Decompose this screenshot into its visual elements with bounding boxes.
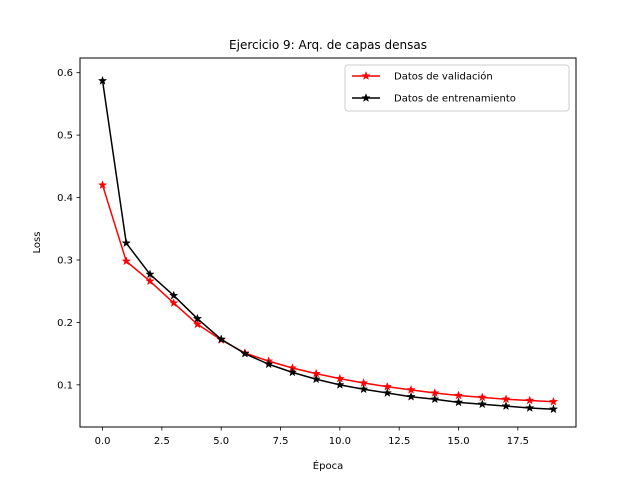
series-2-point <box>382 388 393 397</box>
series-1-point <box>453 390 464 400</box>
y-tick-label: 0.6 <box>57 68 73 79</box>
legend-label-2: Datos de entrenamiento <box>394 94 516 105</box>
x-tick-label: 5.0 <box>213 436 229 447</box>
series-line-2 <box>101 80 554 410</box>
series-1-point <box>121 256 131 266</box>
series-1-point <box>192 319 203 329</box>
series-2-point <box>311 374 321 384</box>
series-2-point <box>453 397 464 407</box>
series-1-point <box>145 276 155 286</box>
series-2-point <box>263 359 274 369</box>
series-1-point <box>97 180 108 190</box>
series-1-point <box>525 395 535 405</box>
series-2-point <box>548 404 559 414</box>
x-axis-ticks: 0.0 2.5 5.0 7.5 10.0 12.5 15.0 17.5 <box>95 427 529 447</box>
series-2-point <box>169 290 179 300</box>
series-2-point <box>335 379 345 389</box>
x-tick-label: 7.5 <box>273 436 289 447</box>
series-2-point <box>216 334 226 344</box>
series-2-point <box>525 402 535 412</box>
y-tick-label: 0.4 <box>57 193 73 204</box>
plot-frame <box>79 57 577 428</box>
x-tick-label: 0.0 <box>95 436 111 447</box>
legend-marker-2 <box>361 93 371 103</box>
series-2-point <box>430 394 440 404</box>
legend: Datos de validación Datos de entrenamient… <box>344 64 570 112</box>
series-2-point <box>97 75 108 85</box>
x-tick-label: 15.0 <box>447 436 469 447</box>
series-1-point <box>501 394 511 404</box>
series-2-point <box>240 348 250 358</box>
series-2-point <box>406 391 416 401</box>
series-1-point <box>406 384 416 394</box>
y-axis-ticks: 0.1 0.2 0.3 0.4 0.5 0.6 <box>57 68 80 391</box>
y-tick-label: 0.1 <box>57 380 73 391</box>
x-tick-label: 10.0 <box>329 436 351 447</box>
series-1-point <box>169 298 179 308</box>
series-2-point <box>192 313 203 323</box>
x-tick-label: 2.5 <box>154 436 170 447</box>
series-layer <box>97 75 559 414</box>
series-2-point <box>358 384 369 394</box>
x-tick-label: 17.5 <box>507 436 529 447</box>
series-1-point <box>548 396 559 406</box>
legend-box <box>344 64 570 112</box>
series-2-point <box>477 399 487 409</box>
legend-label-1: Datos de validación <box>394 71 493 83</box>
series-2-point <box>501 401 511 411</box>
legend-marker-1 <box>361 71 371 81</box>
series-2-point <box>121 238 131 248</box>
y-tick-label: 0.5 <box>57 131 73 142</box>
x-axis-title: Época <box>313 459 343 472</box>
series-1-point <box>477 392 487 402</box>
y-tick-label: 0.2 <box>57 318 73 329</box>
x-tick-label: 12.5 <box>388 436 410 447</box>
series-2-point <box>145 269 155 279</box>
series-line-1 <box>101 184 554 403</box>
y-axis-title: Loss <box>32 232 43 254</box>
chart-title: Ejercicio 9: Arq. de capas densas <box>229 38 427 52</box>
series-2-point <box>287 367 298 377</box>
y-tick-label: 0.3 <box>57 255 73 266</box>
